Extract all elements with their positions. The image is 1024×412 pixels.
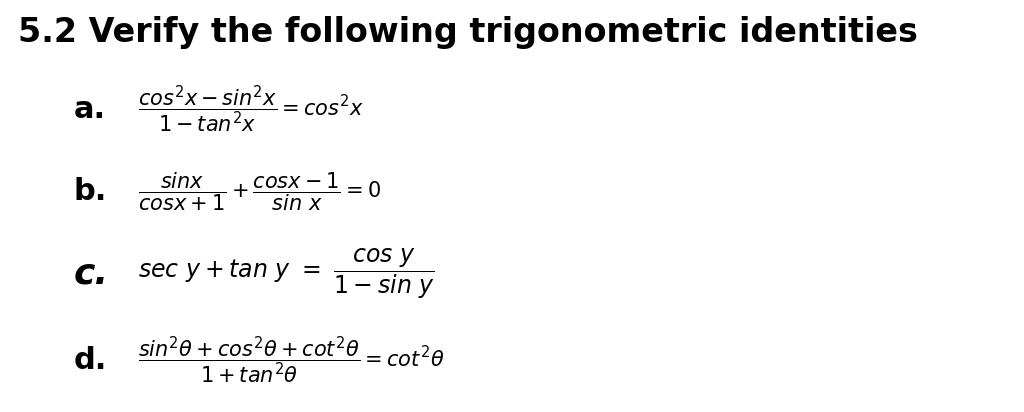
Text: $\dfrac{sinx}{cosx+1} + \dfrac{cosx-1}{sin\ x} = 0$: $\dfrac{sinx}{cosx+1} + \dfrac{cosx-1}{s…: [138, 170, 381, 213]
Text: $sec\ y + tan\ y\ =\ \dfrac{cos\ y}{1 - sin\ y}$: $sec\ y + tan\ y\ =\ \dfrac{cos\ y}{1 - …: [138, 247, 435, 301]
Text: d.: d.: [74, 346, 108, 375]
Text: 5.2 Verify the following trigonometric identities: 5.2 Verify the following trigonometric i…: [18, 16, 919, 49]
Text: a.: a.: [74, 95, 105, 124]
Text: $\dfrac{cos^2x - sin^2x}{1-tan^2x} = cos^2x$: $\dfrac{cos^2x - sin^2x}{1-tan^2x} = cos…: [138, 84, 365, 135]
Text: b.: b.: [74, 177, 108, 206]
Text: $\dfrac{sin^2\theta + cos^2\theta + cot^2\theta}{1 + tan^2\theta} = cot^2\theta$: $\dfrac{sin^2\theta + cos^2\theta + cot^…: [138, 335, 444, 386]
Text: c.: c.: [74, 257, 109, 291]
